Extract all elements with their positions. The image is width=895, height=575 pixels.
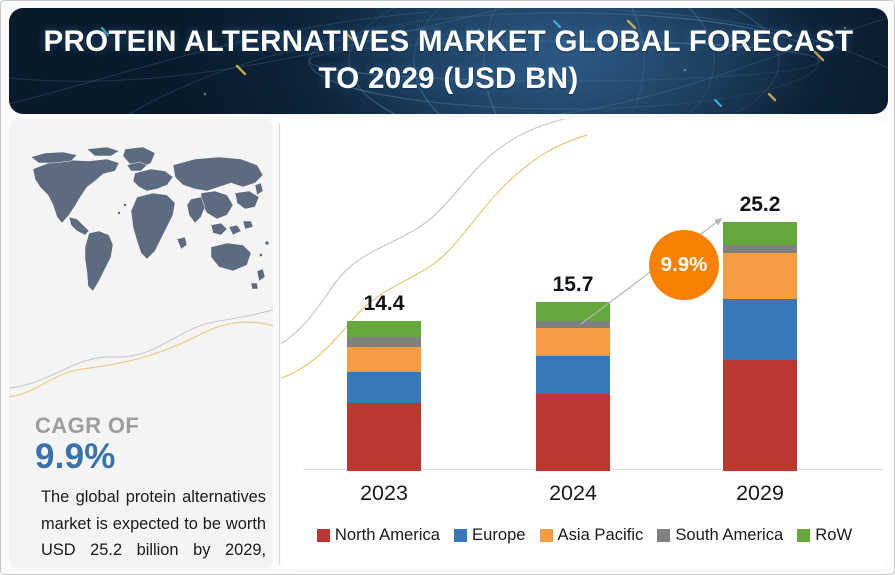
segment-north-america — [723, 360, 797, 471]
legend-swatch-icon — [316, 528, 330, 542]
plot-region: 9.9% 14.4 15.7 — [281, 119, 888, 471]
panel-divider — [279, 123, 280, 565]
segment-north-america — [347, 403, 421, 471]
legend-swatch-icon — [797, 528, 811, 542]
stacked-bar-2023[interactable] — [347, 321, 421, 471]
header-banner: PROTEIN ALTERNATIVES MARKET GLOBAL FOREC… — [9, 8, 888, 114]
segment-north-america — [536, 394, 610, 471]
x-axis-labels: 2023 2024 2029 — [281, 471, 888, 515]
x-tick-2029: 2029 — [736, 481, 784, 505]
cagr-label: CAGR OF — [35, 413, 140, 438]
body-panel: CAGR OF 9.9% The global protein alternat… — [9, 119, 888, 569]
segment-row — [347, 321, 421, 337]
chart-background-curves — [281, 119, 588, 379]
stacked-bar-2024[interactable] — [536, 302, 610, 471]
segment-row — [723, 222, 797, 245]
legend-item-asia-pacific[interactable]: Asia Pacific — [539, 525, 644, 545]
page-title: PROTEIN ALTERNATIVES MARKET GLOBAL FOREC… — [43, 25, 854, 95]
globe-network-art — [9, 8, 888, 114]
x-tick-2024: 2024 — [549, 481, 597, 505]
legend-swatch-icon — [539, 528, 553, 542]
legend-item-north-america[interactable]: North America — [316, 525, 441, 545]
legend-label: North America — [334, 525, 441, 544]
sidebar: CAGR OF 9.9% The global protein alternat… — [9, 119, 273, 569]
segment-europe — [536, 356, 610, 394]
segment-asia-pacific — [347, 347, 421, 372]
chart-area: 9.9% 14.4 15.7 — [281, 119, 888, 569]
world-map-icon — [15, 143, 273, 303]
segment-south-america — [723, 245, 797, 253]
legend-label: RoW — [815, 525, 853, 544]
chart-legend: North America Europe Asia Pacific South … — [281, 515, 888, 555]
legend-swatch-icon — [657, 528, 671, 542]
legend-label: Europe — [472, 525, 526, 544]
segment-asia-pacific — [723, 253, 797, 299]
market-description: The global protein alternatives market i… — [41, 488, 266, 569]
segment-europe — [723, 299, 797, 360]
cagr-value: 9.9% — [35, 437, 116, 476]
legend-item-row[interactable]: RoW — [797, 525, 852, 545]
segment-south-america — [536, 321, 610, 328]
stacked-bar-2029[interactable] — [723, 222, 797, 471]
segment-europe — [347, 372, 421, 403]
cagr-block: CAGR OF 9.9% — [35, 415, 139, 476]
bar-total-2023: 14.4 — [363, 292, 405, 315]
cagr-arrow — [580, 218, 722, 325]
bar-total-2029: 25.2 — [739, 193, 781, 216]
segment-south-america — [347, 337, 421, 347]
legend-item-south-america[interactable]: South America — [657, 525, 783, 545]
legend-swatch-icon — [454, 528, 468, 542]
segment-asia-pacific — [536, 328, 610, 356]
cagr-badge: 9.9% — [649, 230, 719, 300]
legend-item-europe[interactable]: Europe — [454, 525, 526, 545]
legend-label: South America — [675, 525, 784, 544]
x-tick-2023: 2023 — [360, 481, 408, 505]
decorative-curves — [9, 309, 273, 398]
legend-label: Asia Pacific — [557, 525, 644, 544]
bar-total-2024: 15.7 — [552, 273, 594, 296]
